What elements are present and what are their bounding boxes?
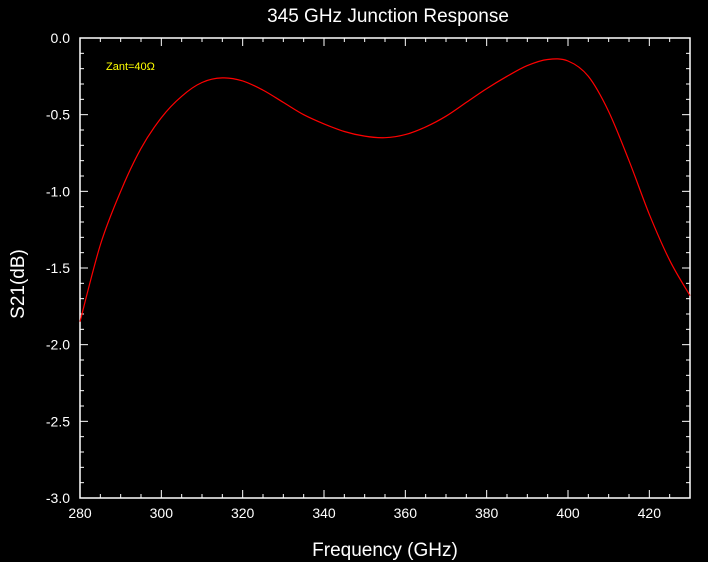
- y-tick-label: 0.0: [51, 30, 71, 46]
- y-tick-label: -2.5: [46, 413, 70, 429]
- x-tick-label: 340: [312, 505, 336, 521]
- series-line: [79, 58, 691, 322]
- y-axis-label: S21(dB): [8, 249, 29, 319]
- x-tick-label: 400: [556, 505, 580, 521]
- y-tick-label: -1.0: [46, 183, 70, 199]
- x-tick-label: 360: [394, 505, 418, 521]
- y-tick-label: -3.0: [46, 490, 70, 506]
- y-tick-labels: 0.0 -0.5 -1.0 -1.5 -2.0 -2.5 -3.0: [46, 30, 70, 506]
- x-tick-label: 420: [638, 505, 662, 521]
- x-tick-label: 300: [150, 505, 174, 521]
- x-tick-label: 380: [475, 505, 499, 521]
- y-tick-label: -2.0: [46, 337, 70, 353]
- x-tick-label: 280: [68, 505, 92, 521]
- y-tick-label: -0.5: [46, 107, 70, 123]
- chart-title: 345 GHz Junction Response: [267, 6, 509, 27]
- annotation-zant: Zant=40Ω: [106, 61, 155, 73]
- axis-ticks: [79, 37, 691, 499]
- y-tick-label: -1.5: [46, 260, 70, 276]
- x-tick-labels: 280 300 320 340 360 380 400 420: [68, 505, 661, 521]
- x-tick-label: 320: [231, 505, 255, 521]
- plot-area-frame: [79, 37, 691, 499]
- x-axis-label: Frequency (GHz): [312, 540, 458, 561]
- series-group: [79, 58, 691, 322]
